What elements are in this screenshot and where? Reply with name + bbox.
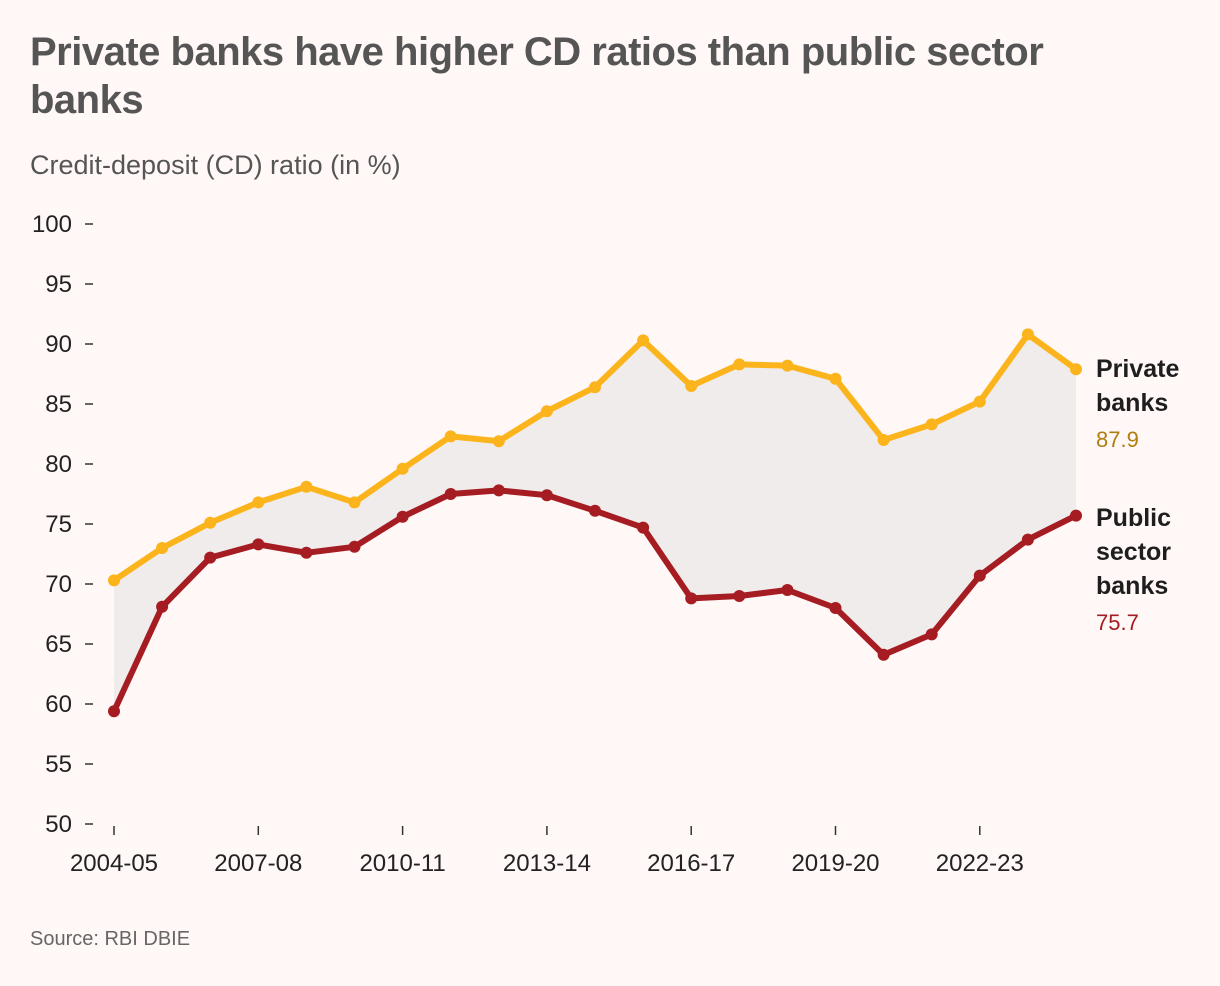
private-data-point — [444, 430, 457, 443]
public-data-point — [829, 602, 842, 614]
public-last-value: 75.7 — [1096, 610, 1139, 635]
chart-subtitle: Credit-deposit (CD) ratio (in %) — [30, 150, 401, 180]
public-data-point — [973, 569, 986, 582]
public-data-point — [396, 510, 409, 523]
private-data-point — [1070, 363, 1082, 376]
x-tick-label: 2007-08 — [214, 850, 302, 877]
y-tick-label: 100 — [32, 211, 72, 238]
public-data-point — [1070, 509, 1082, 522]
private-data-point — [733, 358, 746, 371]
private-data-point — [348, 496, 361, 509]
public-data-point — [204, 551, 217, 564]
public-series-name: Public — [1096, 504, 1171, 532]
public-data-point — [492, 484, 505, 497]
private-data-point — [925, 418, 938, 431]
y-tick-label: 80 — [45, 451, 72, 478]
x-tick-label: 2022-23 — [936, 850, 1024, 877]
gap-band — [114, 334, 1076, 712]
private-data-point — [637, 334, 650, 347]
private-data-point — [396, 462, 409, 475]
private-data-point — [781, 359, 794, 372]
public-series-name: banks — [1096, 572, 1168, 600]
private-data-point — [589, 381, 601, 394]
private-data-point — [877, 434, 890, 446]
y-tick-label: 95 — [45, 271, 72, 298]
private-last-value: 87.9 — [1096, 427, 1139, 452]
public-data-point — [252, 538, 265, 551]
public-series-name: sector — [1096, 538, 1171, 566]
x-tick-label: 2019-20 — [791, 850, 879, 877]
public-data-point — [733, 590, 746, 602]
source-note: Source: RBI DBIE — [30, 928, 191, 950]
public-data-point — [300, 546, 313, 559]
public-data-point — [781, 584, 794, 596]
x-tick-label: 2013-14 — [503, 850, 591, 877]
public-data-point — [444, 488, 457, 500]
private-data-point — [540, 405, 553, 418]
y-tick-label: 50 — [45, 811, 72, 838]
public-data-point — [348, 540, 361, 553]
public-data-point — [685, 592, 698, 605]
public-data-point — [540, 489, 553, 502]
public-data-point — [108, 705, 120, 718]
y-tick-label: 65 — [45, 631, 72, 658]
y-tick-label: 85 — [45, 391, 72, 418]
private-series-name: banks — [1096, 389, 1168, 417]
series-points-layer — [108, 328, 1082, 718]
y-tick-label: 75 — [45, 511, 72, 538]
x-tick-label: 2010-11 — [359, 850, 445, 877]
y-tick-label: 55 — [45, 751, 72, 778]
public-data-point — [637, 521, 650, 534]
public-data-point — [589, 504, 601, 517]
private-data-point — [492, 435, 505, 448]
x-tick-label: 2016-17 — [647, 850, 735, 877]
private-series-name: Private — [1096, 355, 1179, 383]
private-data-point — [108, 574, 120, 587]
axis-layer: 50 55 60 65 70 75 80 85 90 95 100 2004-05 2007-08 201… — [32, 211, 1024, 877]
private-data-point — [300, 480, 313, 493]
public-data-point — [156, 600, 169, 613]
private-data-point — [252, 496, 265, 509]
chart-title: Private banks have higher CD ratios than… — [30, 30, 1044, 122]
series-labels-layer: Private banks 87.9 Public sector banks 75.7 — [1096, 355, 1179, 635]
private-data-point — [1021, 328, 1034, 341]
public-data-point — [877, 648, 890, 661]
private-data-point — [685, 380, 698, 392]
gap-band-layer — [114, 334, 1076, 712]
y-tick-label: 60 — [45, 691, 72, 718]
public-data-point — [1021, 533, 1034, 546]
private-data-point — [829, 372, 842, 385]
public-data-point — [925, 628, 938, 641]
private-data-point — [204, 516, 217, 529]
y-tick-label: 90 — [45, 331, 72, 358]
private-data-point — [156, 542, 169, 554]
x-tick-label: 2004-05 — [70, 850, 158, 877]
y-tick-label: 70 — [45, 571, 72, 598]
private-data-point — [973, 395, 986, 408]
